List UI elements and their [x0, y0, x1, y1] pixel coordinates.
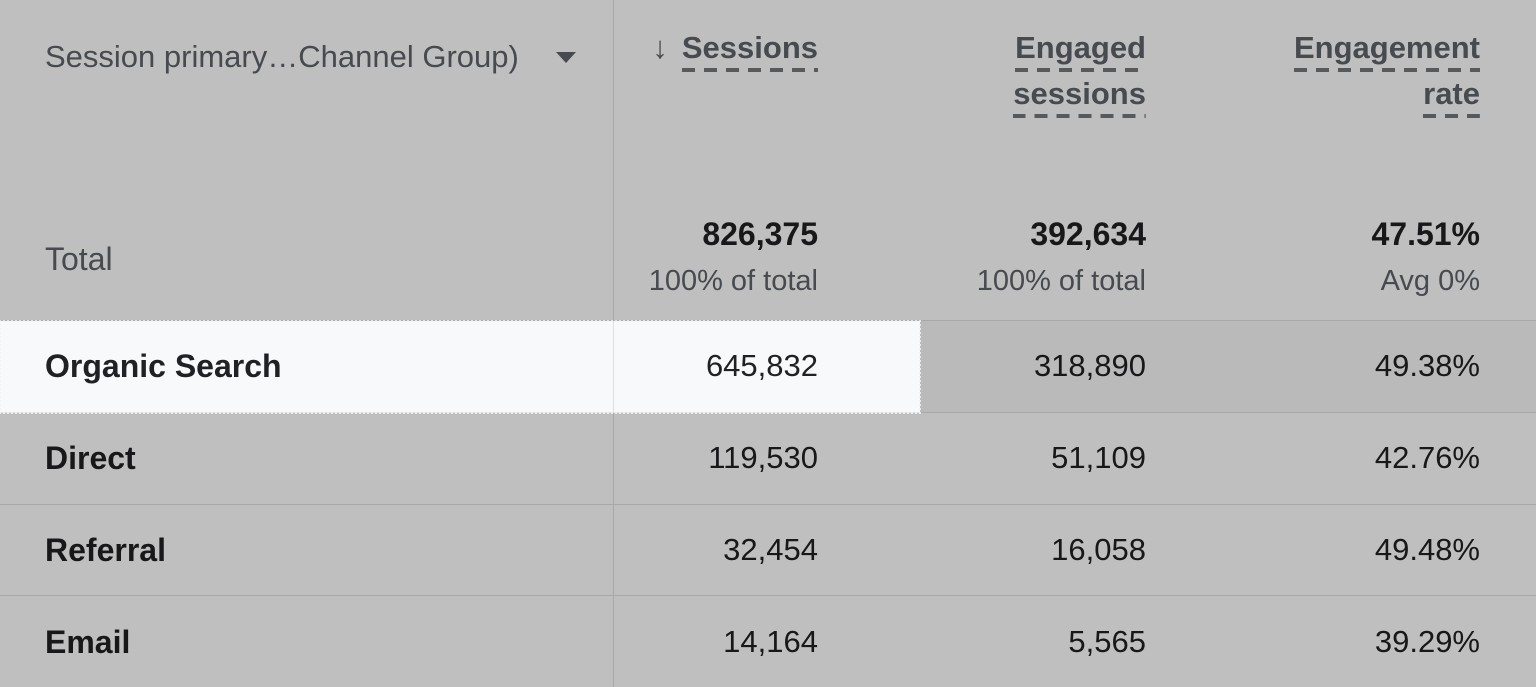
total-engaged-sessions-value: 392,634 [1030, 216, 1146, 253]
column-header-label: rate [1423, 76, 1480, 118]
table-row-email[interactable]: Email 14,164 5,565 39.29% [0, 595, 1536, 687]
column-header-sessions[interactable]: ↓ Sessions [614, 0, 920, 179]
total-label: Total [45, 240, 113, 277]
table-row-referral[interactable]: Referral 32,454 16,058 49.48% [0, 503, 1536, 596]
channel-label-cell: Email [0, 596, 614, 687]
sessions-cell: 32,454 [723, 531, 818, 567]
engaged-sessions-cell: 318,890 [1033, 348, 1146, 384]
engagement-rate-cell: 49.38% [1374, 348, 1480, 384]
caret-down-icon [555, 51, 576, 63]
channel-label: Direct [45, 440, 136, 477]
column-header-label: Engagement [1293, 30, 1480, 72]
dimension-header-dropdown[interactable]: Session primary…Channel Group) [45, 0, 576, 76]
dimension-header-label: Session primary…Channel Group) [45, 39, 519, 74]
engagement-rate-cell: 49.48% [1374, 531, 1480, 567]
sessions-cell: 14,164 [723, 623, 818, 659]
channel-label: Email [45, 623, 131, 660]
engaged-sessions-cell: 5,565 [1068, 623, 1146, 659]
total-engagement-rate-cell: 47.51% Avg 0% [1230, 179, 1536, 320]
dimension-header-cell: Session primary…Channel Group) [0, 0, 614, 179]
sessions-cell: 119,530 [708, 440, 818, 476]
engagement-rate-cell: 42.76% [1374, 440, 1480, 476]
total-sessions-note: 100% of total [648, 265, 818, 298]
table-row-organic-search[interactable]: Organic Search 645,832 318,890 49.38% [0, 320, 1536, 412]
total-sessions-cell: 826,375 100% of total [614, 179, 920, 320]
total-row: Total 826,375 100% of total 392,634 100%… [0, 179, 1536, 320]
total-sessions-value: 826,375 [702, 216, 818, 253]
channel-label: Organic Search [45, 348, 282, 385]
column-header-engaged-sessions[interactable]: Engaged sessions [920, 0, 1230, 179]
total-label-cell: Total [0, 179, 614, 320]
engaged-sessions-cell: 16,058 [1051, 531, 1146, 567]
sort-descending-icon: ↓ [652, 30, 668, 65]
channel-label: Referral [45, 531, 166, 568]
engaged-sessions-cell: 51,109 [1051, 440, 1146, 476]
channel-label-cell: Organic Search [0, 321, 614, 412]
column-header-label: Engaged [1015, 30, 1146, 72]
table-header-row: Session primary…Channel Group) ↓ Sessions… [0, 0, 1536, 179]
column-header-engagement-rate[interactable]: Engagement rate [1230, 0, 1536, 179]
engagement-rate-cell: 39.29% [1374, 623, 1480, 659]
total-engaged-sessions-note: 100% of total [976, 265, 1146, 298]
sessions-cell: 645,832 [705, 348, 818, 384]
total-engagement-rate-value: 47.51% [1371, 216, 1480, 253]
total-engaged-sessions-cell: 392,634 100% of total [920, 179, 1230, 320]
channel-label-cell: Direct [0, 413, 614, 504]
channel-label-cell: Referral [0, 505, 614, 596]
column-divider [613, 0, 614, 687]
total-engagement-rate-note: Avg 0% [1380, 265, 1480, 298]
table-row-direct[interactable]: Direct 119,530 51,109 42.76% [0, 411, 1536, 504]
column-header-label: sessions [1013, 76, 1146, 118]
column-header-label: Sessions [681, 30, 818, 72]
